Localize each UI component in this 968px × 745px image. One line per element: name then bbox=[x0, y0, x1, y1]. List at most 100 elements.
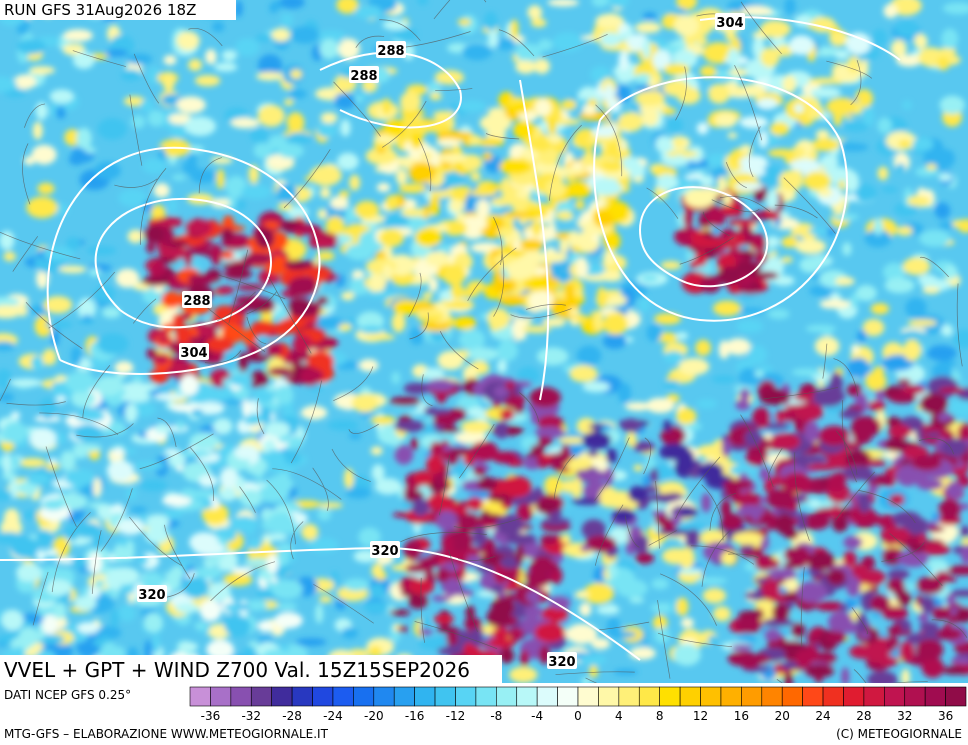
field-blob bbox=[208, 581, 231, 602]
field-blob bbox=[336, 0, 359, 14]
field-blob bbox=[632, 441, 656, 453]
streamline bbox=[881, 542, 925, 562]
streamline bbox=[333, 81, 381, 137]
colorbar-swatch bbox=[598, 686, 620, 707]
streamline bbox=[331, 448, 371, 482]
field-blob bbox=[795, 581, 828, 603]
field-blob bbox=[94, 579, 105, 588]
field-blob bbox=[829, 29, 849, 47]
field-blob bbox=[589, 665, 598, 678]
field-blob bbox=[221, 50, 237, 62]
field-blob bbox=[517, 366, 540, 385]
streamline bbox=[333, 366, 374, 401]
field-blob bbox=[18, 627, 39, 647]
field-blob bbox=[509, 102, 531, 114]
field-blob bbox=[284, 259, 311, 270]
colorbar-tick-label: -16 bbox=[405, 709, 425, 723]
field-blob bbox=[812, 386, 845, 407]
field-blob bbox=[308, 238, 338, 249]
field-blob bbox=[727, 219, 759, 227]
field-blob bbox=[852, 184, 877, 202]
field-blob bbox=[946, 593, 956, 607]
field-blob bbox=[713, 606, 731, 622]
field-blob bbox=[914, 33, 928, 49]
field-blob bbox=[537, 415, 565, 431]
streamline bbox=[800, 567, 805, 647]
streamline bbox=[32, 571, 49, 626]
streamline bbox=[312, 467, 329, 511]
field-blob bbox=[596, 286, 607, 309]
field-blob bbox=[839, 506, 851, 519]
field-blob bbox=[295, 637, 327, 647]
field-blob bbox=[879, 527, 911, 543]
field-blob bbox=[265, 475, 294, 494]
field-blob bbox=[862, 318, 885, 337]
field-blob bbox=[901, 668, 911, 683]
field-blob bbox=[418, 556, 440, 569]
field-blob bbox=[921, 657, 945, 678]
field-blob bbox=[185, 218, 213, 237]
field-blob bbox=[345, 487, 372, 499]
field-blob bbox=[319, 38, 339, 59]
field-blob bbox=[212, 418, 233, 435]
field-blob bbox=[437, 130, 470, 141]
field-blob bbox=[366, 291, 399, 299]
field-blob bbox=[529, 387, 562, 408]
field-blob bbox=[646, 324, 662, 342]
colorbar-swatch bbox=[904, 686, 926, 707]
field-blob bbox=[634, 22, 662, 34]
field-blob bbox=[909, 543, 926, 554]
field-blob bbox=[161, 291, 183, 309]
streamline bbox=[599, 621, 650, 631]
field-blob bbox=[634, 73, 652, 84]
contour-label-bg bbox=[376, 41, 406, 58]
field-blob bbox=[389, 435, 401, 447]
field-blob bbox=[536, 347, 569, 366]
field-blob bbox=[628, 485, 649, 503]
field-blob bbox=[659, 443, 691, 461]
field-blob bbox=[882, 354, 915, 371]
streamline bbox=[51, 512, 91, 593]
field-blob bbox=[754, 370, 764, 378]
field-blob bbox=[455, 430, 487, 445]
field-blob bbox=[282, 355, 294, 365]
field-blob bbox=[319, 595, 333, 603]
field-blob bbox=[236, 603, 251, 611]
field-blob bbox=[354, 200, 380, 219]
wind-streamlines bbox=[0, 0, 968, 683]
field-blob bbox=[211, 21, 225, 33]
field-blob bbox=[708, 83, 730, 104]
field-blob bbox=[245, 353, 270, 362]
field-blob bbox=[729, 464, 757, 476]
field-blob bbox=[575, 256, 589, 279]
field-blob bbox=[400, 590, 416, 597]
field-blob bbox=[696, 399, 718, 409]
field-blob bbox=[470, 171, 481, 182]
colorbar-tick-label: 4 bbox=[615, 709, 623, 723]
field-blob bbox=[765, 236, 780, 248]
field-blob bbox=[9, 378, 42, 388]
field-blob bbox=[607, 563, 618, 579]
field-blob bbox=[678, 358, 710, 376]
field-blob bbox=[317, 507, 332, 521]
field-blob bbox=[960, 545, 968, 564]
field-blob bbox=[550, 298, 572, 317]
field-blob bbox=[873, 218, 883, 236]
streamline bbox=[45, 446, 77, 527]
field-blob bbox=[530, 18, 547, 28]
field-blob bbox=[492, 278, 517, 294]
field-blob bbox=[886, 578, 905, 593]
field-blob bbox=[210, 243, 223, 266]
field-blob bbox=[746, 446, 768, 459]
field-blob bbox=[834, 49, 850, 60]
field-blob bbox=[798, 455, 829, 464]
field-blob bbox=[325, 216, 345, 236]
field-blob bbox=[608, 0, 630, 9]
field-blob bbox=[829, 505, 843, 519]
field-blob bbox=[112, 544, 127, 563]
field-blob bbox=[497, 359, 508, 373]
field-blob bbox=[140, 99, 154, 113]
field-blob bbox=[223, 573, 253, 587]
field-blob bbox=[788, 35, 815, 55]
field-blob bbox=[736, 504, 766, 517]
